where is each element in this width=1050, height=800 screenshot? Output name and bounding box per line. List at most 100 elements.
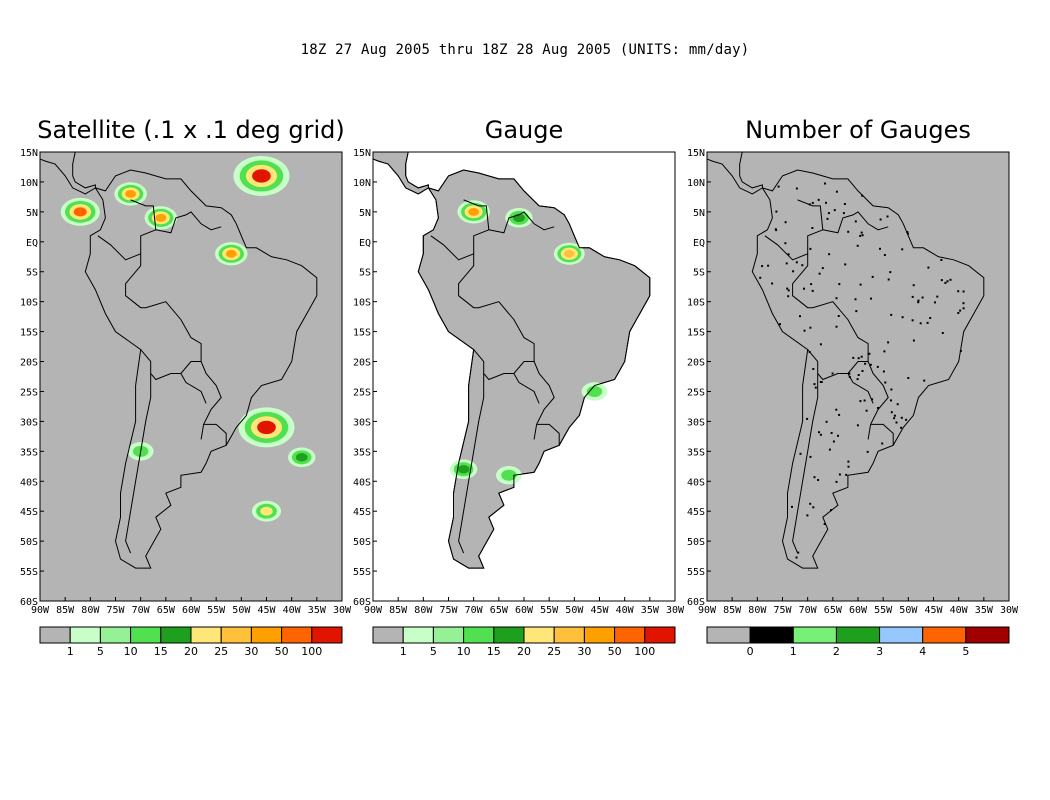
country-border [155, 211, 222, 234]
gauge-station [819, 433, 822, 436]
colorbar-swatch [965, 626, 1010, 644]
x-tick-label: 40W [616, 605, 635, 616]
x-tick-label: 45W [924, 605, 943, 616]
colorbar-label: 0 [747, 645, 754, 658]
y-tick-label: 5N [359, 208, 371, 219]
gauge-station [861, 370, 864, 372]
gauge-station [865, 409, 868, 412]
precip-feature [295, 453, 308, 462]
colorbar-label: 15 [487, 645, 501, 658]
gauge-station [795, 556, 798, 559]
gauge-station [927, 266, 930, 269]
y-tick-label: 60S [353, 597, 371, 608]
gauge-station [828, 448, 831, 451]
country-border [203, 423, 227, 446]
gauge-station [806, 417, 809, 420]
country-border [430, 199, 490, 261]
x-tick-label: 80W [81, 605, 100, 616]
gauge-station [912, 284, 915, 287]
gauge-station [830, 432, 833, 434]
colorbar-label: 10 [457, 645, 471, 658]
x-tick-label: 35W [975, 605, 994, 616]
gauge-station [923, 379, 926, 382]
y-tick-label: 15S [353, 328, 371, 339]
gauge-station [864, 362, 867, 365]
precip-feature [468, 208, 480, 216]
y-tick-label: 10S [353, 298, 371, 309]
colorbar-swatch [130, 626, 162, 644]
gauge-station [823, 523, 826, 525]
gauge-station [879, 218, 882, 221]
country-border [458, 253, 555, 440]
country-border [870, 423, 894, 446]
x-tick-label: 50W [565, 605, 584, 616]
gauge-station [863, 399, 866, 402]
x-tick-label: 55W [540, 605, 559, 616]
x-tick-label: 30W [1000, 605, 1019, 616]
y-tick-label: 40S [20, 477, 38, 488]
colorbar-swatch [402, 626, 434, 644]
x-tick-label: 45W [590, 605, 609, 616]
colorbar-label: 100 [301, 645, 322, 658]
y-tick-label: 45S [687, 507, 705, 518]
satellite-panel: Satellite (.1 x .1 deg grid) 90W 85W 80W 75W… [20, 116, 352, 658]
colorbar-label: 25 [214, 645, 228, 658]
precip-feature [564, 250, 575, 258]
gauge-station [771, 282, 774, 285]
gauge-station [917, 301, 920, 304]
y-tick-label: 60S [20, 597, 38, 608]
gauge-station [824, 182, 826, 185]
gauge-count-panel: Number of Gauges 90W 85W 80W 75W 70W 65W 60W 55W… [687, 116, 1019, 658]
gauge-station [882, 370, 885, 373]
gauge-station [890, 411, 893, 414]
colorbar-swatch [644, 626, 676, 644]
x-tick-label: 40W [283, 605, 302, 616]
gauge-station [795, 187, 798, 190]
gauge-station [876, 365, 879, 368]
gauge-station [852, 356, 855, 359]
y-tick-label: EQ [693, 238, 705, 249]
gauge-station [854, 298, 857, 301]
y-tick-label: 30S [20, 417, 38, 428]
y-tick-label: 20S [20, 358, 38, 369]
country-border [536, 423, 560, 446]
gauge-station [786, 287, 789, 290]
gauge-station [911, 295, 914, 298]
gauge-station [900, 426, 903, 429]
gauge-station [779, 323, 781, 326]
y-tick-label: 20S [353, 358, 371, 369]
colorbar-swatch [220, 626, 252, 644]
gauge-station [759, 276, 762, 279]
x-tick-label: 85W [389, 605, 408, 616]
gauge-station [787, 289, 790, 292]
colorbar-label: 2 [833, 645, 840, 658]
colorbar-label: 1 [790, 645, 797, 658]
y-tick-label: 15N [687, 148, 705, 159]
x-tick-label: 55W [874, 605, 893, 616]
x-tick-label: 90W [698, 605, 717, 616]
gauge-station [813, 383, 816, 386]
gauge-station [869, 363, 872, 366]
gauge-station [929, 317, 932, 319]
colorbar-swatch [879, 626, 924, 644]
y-tick-label: 45S [353, 507, 371, 518]
country-border [847, 373, 874, 404]
gauge-station [847, 460, 850, 463]
gauge-station [870, 297, 872, 300]
colorbar-label: 20 [184, 645, 198, 658]
gauge-station [811, 289, 814, 292]
colorbar-swatch [463, 626, 495, 644]
gauge-station [761, 265, 764, 268]
country-border [822, 211, 889, 234]
y-tick-label: 15S [20, 328, 38, 339]
x-tick-label: 75W [106, 605, 125, 616]
x-tick-label: 65W [490, 605, 509, 616]
gauge-station [883, 254, 886, 256]
y-tick-label: 60S [687, 597, 705, 608]
gauge-station [787, 253, 790, 256]
gauge-station [886, 215, 889, 218]
x-tick-label: 60W [182, 605, 201, 616]
gauge-station [941, 332, 944, 334]
x-tick-label: 90W [364, 605, 383, 616]
